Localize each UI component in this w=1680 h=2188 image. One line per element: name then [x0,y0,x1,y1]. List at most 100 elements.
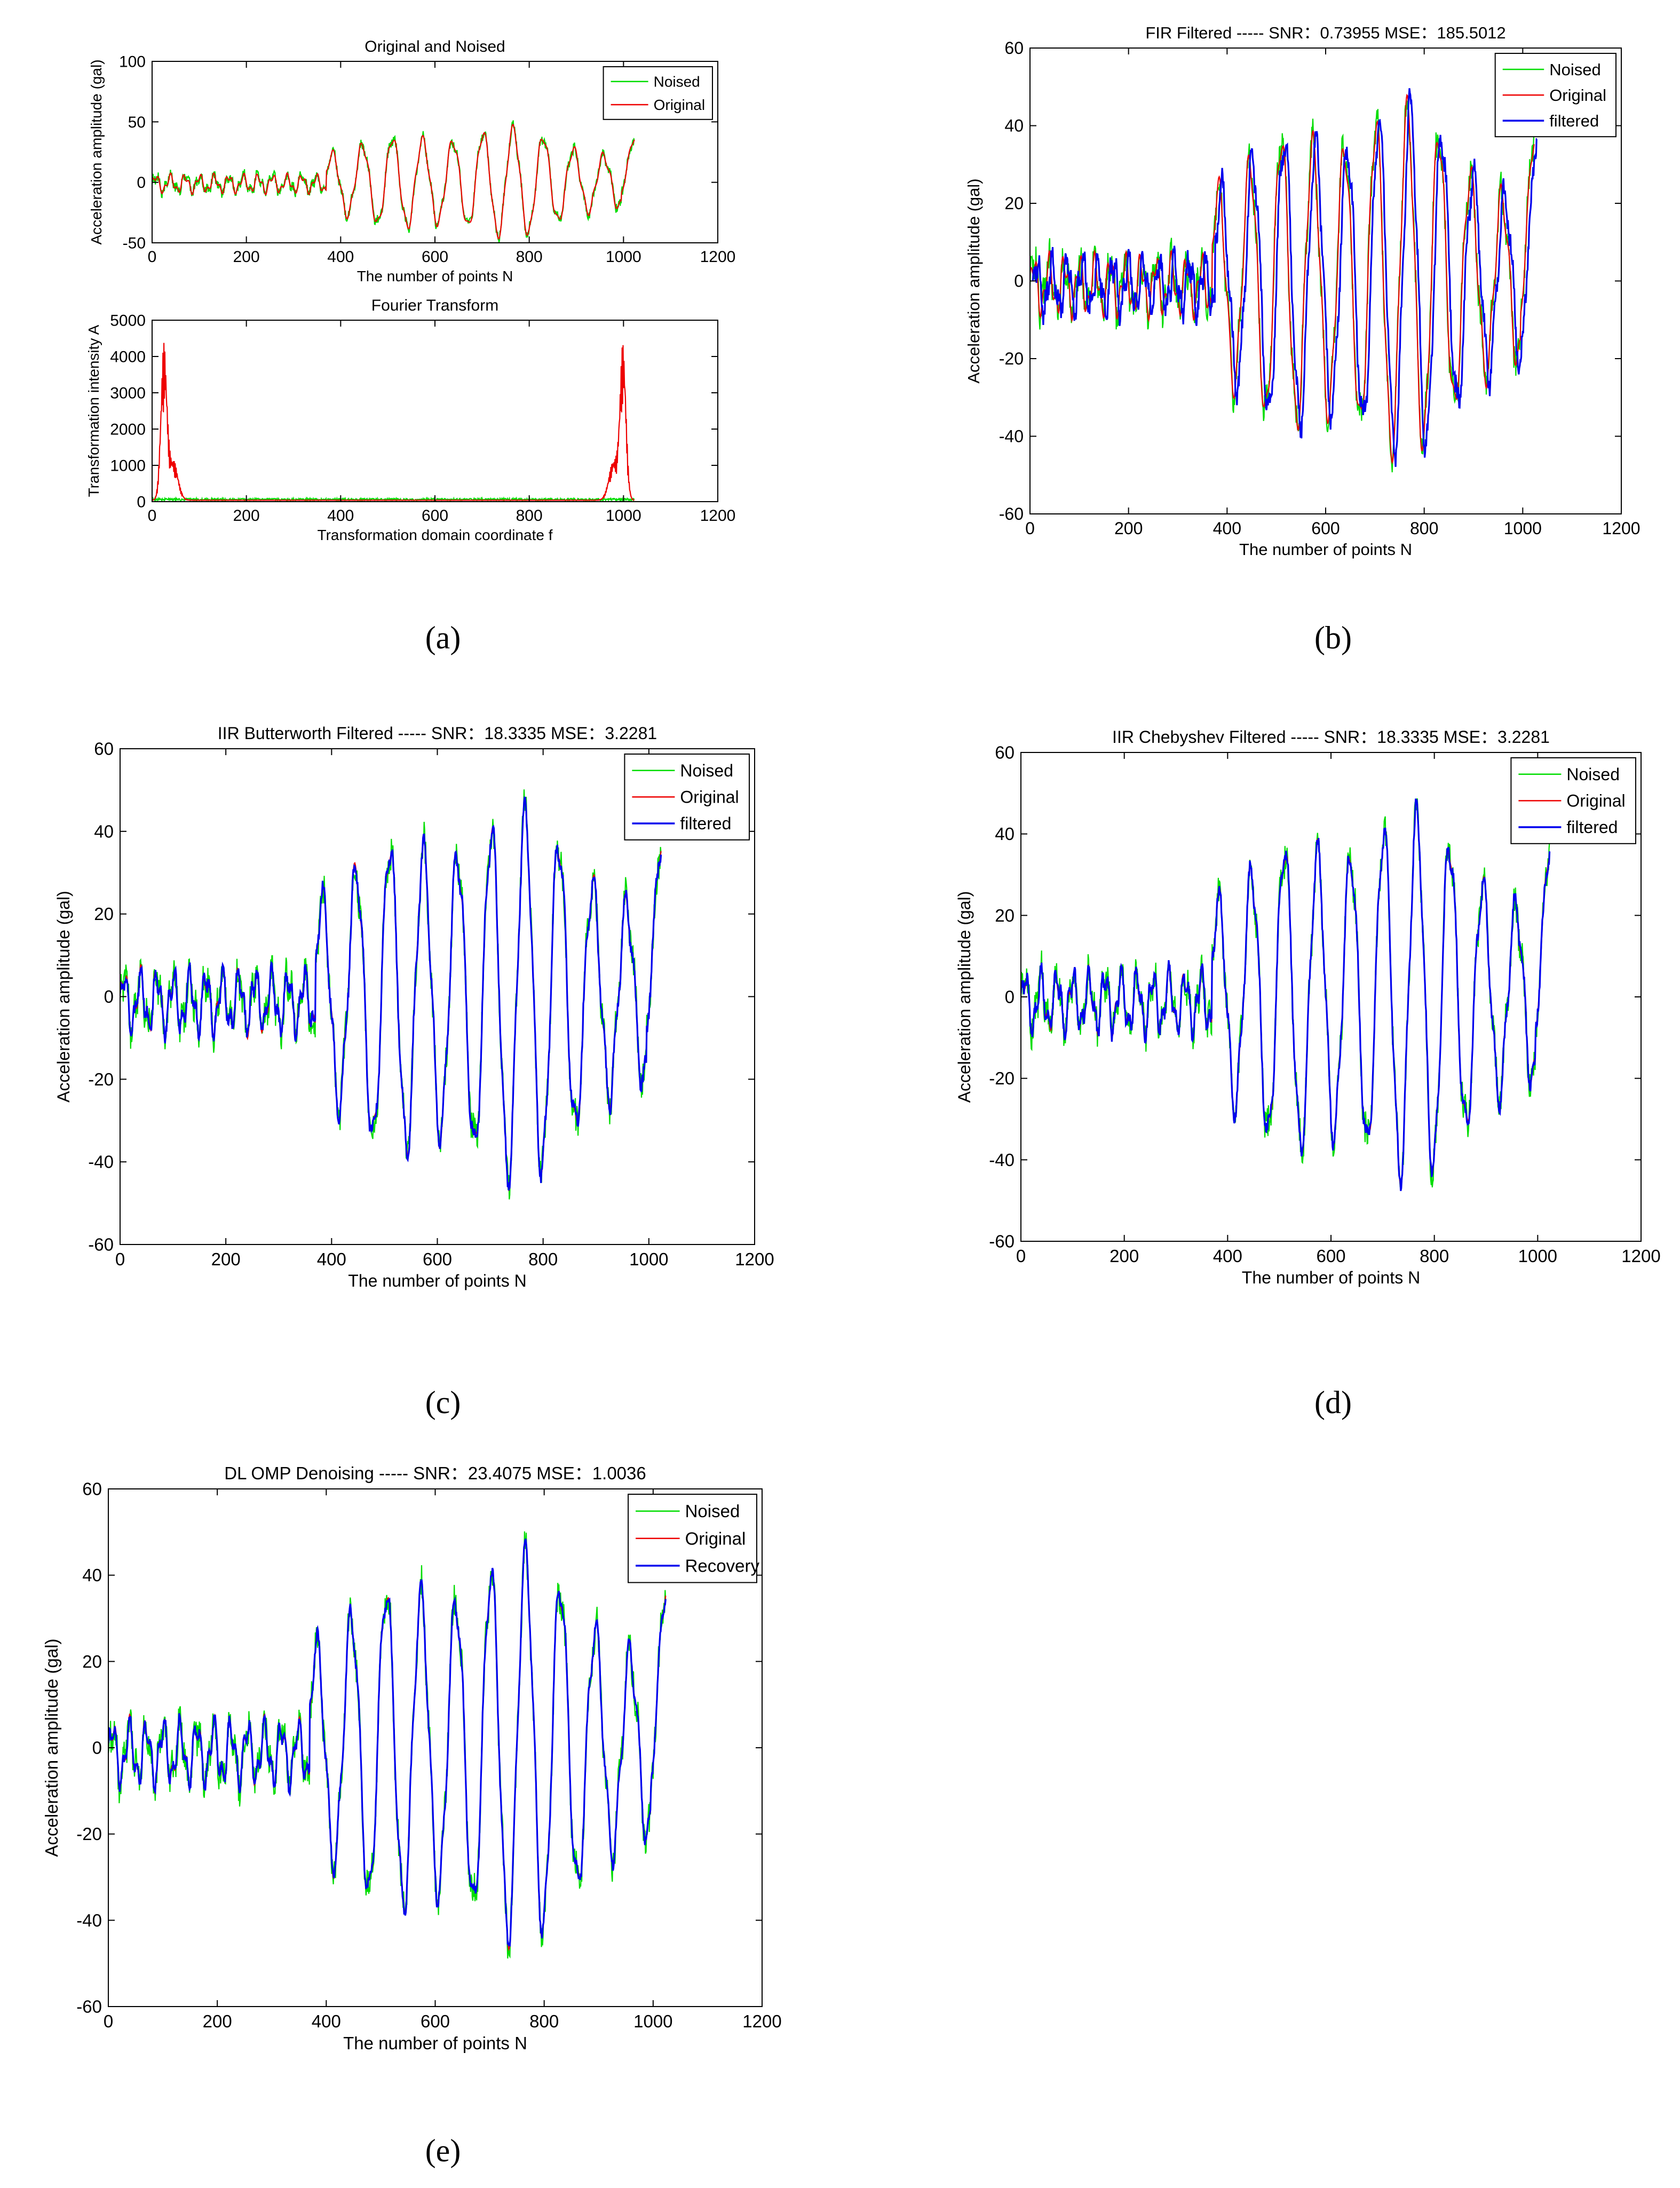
y-tick-label: 2000 [110,421,146,439]
series-group [120,789,662,1200]
legend-label: Recovery [685,1556,760,1575]
y-tick-label: 0 [137,174,146,192]
legend-label: Original [1566,791,1625,811]
x-tick-label: 800 [529,2011,559,2031]
x-tick-label: 200 [211,1249,241,1269]
chart-title: Original and Noised [364,38,505,56]
y-tick-label: -50 [123,235,146,252]
legend-label: Noised [654,74,700,90]
series-line-noised [152,120,635,243]
y-tick-label: -20 [999,349,1024,368]
y-tick-label: 0 [1014,272,1024,291]
y-tick-label: 20 [1004,194,1024,213]
y-tick-label: 40 [995,824,1015,844]
y-axis-label: Acceleration amplitude (gal) [42,1638,61,1857]
legend-label: Original [654,97,705,113]
y-tick-label: 0 [137,494,146,511]
legend-label: filtered [1566,818,1618,837]
legend: Noised Original filtered [624,754,750,841]
series-line-noised [120,789,662,1200]
y-tick-label: -40 [76,1910,102,1930]
y-axis-label: Acceleration amplitude (gal) [54,891,73,1103]
x-axis-label: The number of points N [348,1271,526,1290]
x-tick-label: 600 [422,507,448,525]
x-tick-label: 200 [233,507,260,525]
x-tick-label: 400 [1213,1246,1242,1266]
x-axis-label: The number of points N [1239,540,1412,559]
x-tick-label: 1000 [629,1249,668,1269]
series-line-original [152,123,635,240]
x-tick-label: 800 [1420,1246,1449,1266]
x-tick-label: 800 [516,248,543,266]
chart-title: DL OMP Denoising ----- SNR：23.4075 MSE：1… [224,1463,646,1483]
y-tick-label: 60 [995,743,1015,763]
y-tick-label: 20 [995,906,1015,925]
legend: Noised Original filtered [1494,53,1616,138]
y-tick-label: 40 [94,821,114,841]
y-axis-label: Acceleration amplitude (gal) [88,59,105,244]
x-tick-label: 800 [528,1249,558,1269]
x-tick-label: 600 [1316,1246,1345,1266]
subfigure-label: (d) [1314,1385,1352,1420]
y-tick-label: 4000 [110,348,146,366]
x-tick-label: 1000 [1518,1246,1557,1266]
y-tick-label: 20 [94,904,114,924]
x-tick-label: 1200 [735,1249,774,1269]
legend-label: Original [680,788,739,807]
legend: Noised Original [603,66,713,120]
series-line-recovery [108,1538,667,1947]
x-tick-label: 400 [327,507,354,525]
y-tick-label: -20 [88,1069,114,1089]
x-tick-label: 400 [312,2011,341,2031]
y-tick-label: 50 [128,114,146,131]
x-axis-label: Transformation domain coordinate f [318,527,553,543]
x-tick-label: 200 [203,2011,232,2031]
y-tick-label: 5000 [110,312,146,330]
x-tick-label: 1200 [700,507,736,525]
legend-label: filtered [1549,112,1599,130]
x-tick-label: 1200 [742,2011,781,2031]
x-tick-label: 600 [421,2011,450,2031]
x-tick-label: 800 [516,507,543,525]
series-group [108,1531,667,1959]
x-tick-label: 0 [148,248,157,266]
chart-e: 0 200 400 600 800 1000 1200 -60 -40 -20 0 20 40 60 DL … [42,1463,782,2053]
x-tick-label: 0 [1025,519,1035,538]
chart-b: 0 200 400 600 800 1000 1200 -60 -40 -20 0 20 40 60 FIR… [964,23,1641,559]
x-tick-label: 600 [422,248,448,266]
legend: Noised Original filtered [1510,757,1636,844]
y-tick-label: -40 [88,1152,114,1172]
x-tick-label: 0 [1016,1246,1026,1266]
x-tick-label: 400 [1213,519,1241,538]
series-group [1021,798,1551,1191]
x-tick-label: 200 [233,248,260,266]
x-tick-label: 200 [1114,519,1143,538]
x-axis-label: The number of points N [343,2033,527,2053]
legend-box [603,66,713,120]
y-tick-label: 60 [1004,38,1024,58]
y-tick-label: 3000 [110,385,146,402]
y-tick-label: 20 [82,1652,102,1671]
x-tick-label: 1000 [606,248,641,266]
legend-label: Noised [1566,765,1620,784]
x-tick-label: 200 [1110,1246,1139,1266]
y-tick-label: 0 [92,1738,102,1758]
y-tick-label: 40 [1004,116,1024,136]
y-tick-label: 40 [82,1565,102,1585]
series-line-filtered [1021,798,1551,1191]
x-tick-label: 400 [327,248,354,266]
legend-label: Noised [680,761,733,780]
x-tick-label: 1000 [1504,519,1542,538]
x-tick-label: 0 [115,1249,125,1269]
chart-title: IIR Chebyshev Filtered ----- SNR：18.3335… [1112,727,1550,747]
y-tick-label: 1000 [110,457,146,475]
chart-title: FIR Filtered ----- SNR：0.73955 MSE：185.5… [1145,23,1505,42]
x-tick-label: 1200 [700,248,736,266]
y-tick-label: -20 [989,1068,1015,1088]
chart-c: 0 200 400 600 800 1000 1200 -60 -40 -20 0 20 40 60 IIR… [54,724,774,1290]
y-axis-label: Transformation intensity A [85,324,102,497]
x-tick-label: 600 [1311,519,1340,538]
y-tick-label: -60 [76,1997,102,2017]
y-tick-label: -60 [989,1232,1015,1251]
